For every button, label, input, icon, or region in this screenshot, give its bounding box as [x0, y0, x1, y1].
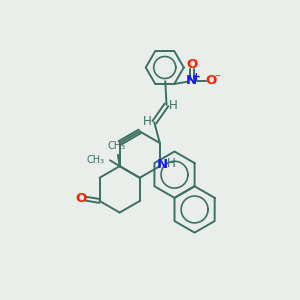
Text: H: H: [143, 115, 152, 128]
Text: N: N: [186, 74, 197, 88]
Text: O: O: [187, 58, 198, 71]
Text: H: H: [167, 157, 176, 170]
Text: ⁻: ⁻: [214, 74, 220, 84]
Text: CH₃: CH₃: [87, 155, 105, 165]
Text: O: O: [76, 192, 87, 205]
Text: H: H: [169, 99, 178, 112]
Text: N: N: [157, 158, 168, 171]
Text: O: O: [206, 74, 217, 88]
Text: CH₃: CH₃: [107, 141, 125, 151]
Text: +: +: [192, 72, 201, 82]
